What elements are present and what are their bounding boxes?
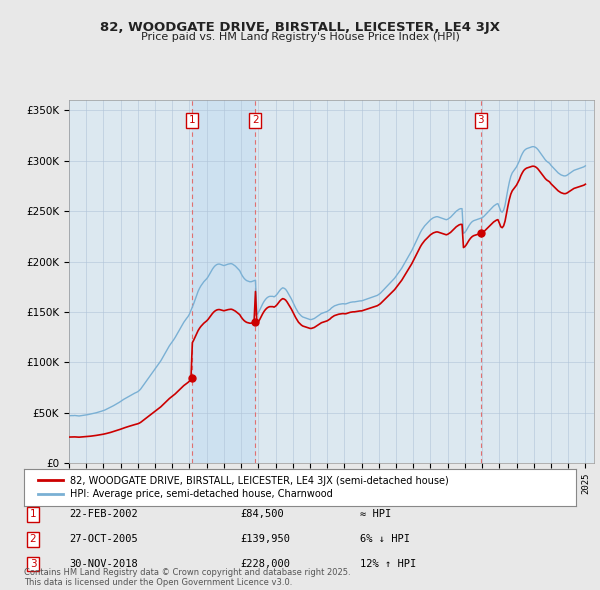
Text: 3: 3 <box>29 559 37 569</box>
Text: Price paid vs. HM Land Registry's House Price Index (HPI): Price paid vs. HM Land Registry's House … <box>140 32 460 42</box>
Text: 6% ↓ HPI: 6% ↓ HPI <box>360 535 410 544</box>
Text: 2: 2 <box>29 535 37 544</box>
Text: 3: 3 <box>478 115 484 125</box>
Text: £84,500: £84,500 <box>240 510 284 519</box>
Text: 1: 1 <box>188 115 195 125</box>
Text: ≈ HPI: ≈ HPI <box>360 510 391 519</box>
Text: Contains HM Land Registry data © Crown copyright and database right 2025.
This d: Contains HM Land Registry data © Crown c… <box>24 568 350 587</box>
Text: £139,950: £139,950 <box>240 535 290 544</box>
Text: 27-OCT-2005: 27-OCT-2005 <box>69 535 138 544</box>
Text: 30-NOV-2018: 30-NOV-2018 <box>69 559 138 569</box>
Text: 12% ↑ HPI: 12% ↑ HPI <box>360 559 416 569</box>
Bar <box>192 100 255 463</box>
Text: £228,000: £228,000 <box>240 559 290 569</box>
Text: 1: 1 <box>29 510 37 519</box>
Legend: 82, WOODGATE DRIVE, BIRSTALL, LEICESTER, LE4 3JX (semi-detached house), HPI: Ave: 82, WOODGATE DRIVE, BIRSTALL, LEICESTER,… <box>34 472 453 503</box>
Text: 22-FEB-2002: 22-FEB-2002 <box>69 510 138 519</box>
Text: 82, WOODGATE DRIVE, BIRSTALL, LEICESTER, LE4 3JX: 82, WOODGATE DRIVE, BIRSTALL, LEICESTER,… <box>100 21 500 34</box>
Text: 2: 2 <box>252 115 259 125</box>
